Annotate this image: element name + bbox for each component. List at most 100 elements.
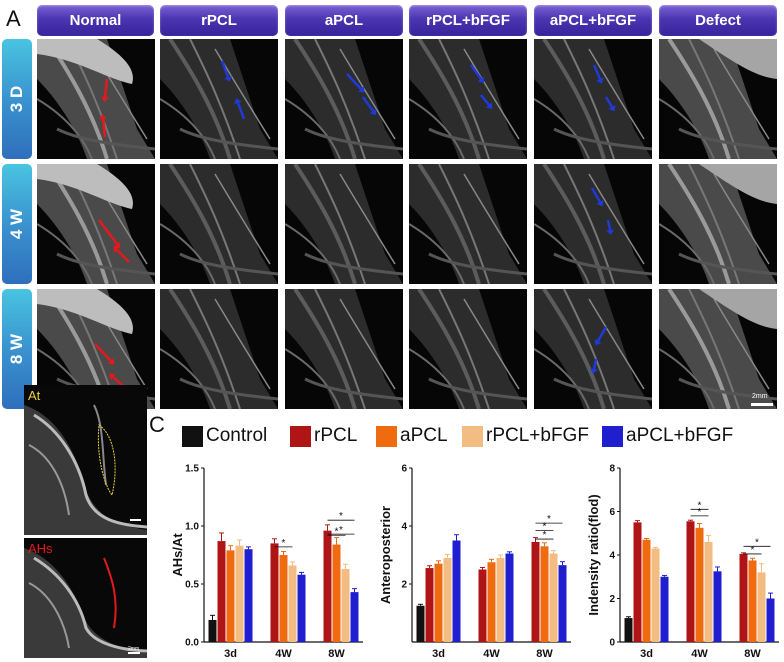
tissue-shape bbox=[409, 98, 465, 159]
tissue-shape bbox=[37, 39, 133, 84]
bar bbox=[332, 544, 341, 642]
arrowhead-icon bbox=[113, 246, 120, 253]
x-tick-label: 4W bbox=[483, 648, 500, 660]
tissue-shape bbox=[160, 223, 216, 284]
row-label: 3 D bbox=[7, 85, 26, 113]
tissue-shape bbox=[214, 48, 271, 140]
tendon-mri-image bbox=[534, 289, 652, 409]
mri-image bbox=[659, 39, 777, 159]
panel-letter-a: A bbox=[6, 6, 21, 31]
panel-letter-c: C bbox=[149, 412, 165, 437]
arrowhead-icon bbox=[606, 229, 614, 235]
arrow-icon bbox=[112, 376, 124, 387]
arrow-icon bbox=[592, 64, 602, 80]
tissue-shape bbox=[314, 164, 366, 284]
tissue-shape bbox=[588, 48, 645, 140]
tissue-shape bbox=[56, 252, 155, 276]
scalebar-b-label: 2mm bbox=[128, 646, 140, 652]
legend-label: rPCL bbox=[314, 425, 358, 446]
mri-image bbox=[659, 289, 777, 409]
tissue-shape bbox=[37, 223, 93, 284]
tissue-shape bbox=[713, 173, 770, 265]
tissue-shape bbox=[304, 127, 403, 151]
tissue-shape bbox=[699, 39, 777, 79]
tissue-shape bbox=[339, 173, 396, 265]
tissue-shape bbox=[438, 289, 490, 409]
arrowhead-icon bbox=[477, 76, 485, 84]
tissue-shape bbox=[553, 377, 652, 401]
x-tick-label: 4W bbox=[691, 648, 708, 660]
tissue-shape bbox=[285, 98, 341, 159]
bar bbox=[217, 541, 226, 642]
scalebar-b-bottom bbox=[128, 652, 140, 654]
tissue-shape bbox=[314, 289, 366, 409]
y-tick-label: 4 bbox=[401, 522, 407, 533]
bar bbox=[695, 527, 704, 642]
legend-swatch bbox=[602, 425, 623, 447]
arrow-icon bbox=[103, 78, 109, 98]
bar bbox=[686, 521, 695, 642]
legend-swatch bbox=[462, 425, 483, 447]
tendon-mri-image bbox=[285, 164, 403, 284]
arrowhead-icon bbox=[485, 102, 493, 109]
y-tick-label: 8 bbox=[609, 464, 615, 475]
significance-star: * bbox=[335, 526, 339, 537]
row-header-3d: 3 D bbox=[2, 39, 32, 159]
tissue-shape bbox=[285, 348, 341, 409]
mri-image bbox=[534, 164, 652, 284]
tissue-shape bbox=[659, 223, 715, 284]
arrowhead-icon bbox=[596, 77, 604, 84]
legend-item-rpcl-bfgf: rPCL+bFGF bbox=[462, 421, 589, 451]
mri-image bbox=[285, 289, 403, 409]
significance-star: * bbox=[755, 537, 759, 548]
at-label: At bbox=[28, 388, 41, 403]
column-header-defect: Defect bbox=[659, 5, 777, 36]
arrowhead-icon bbox=[99, 114, 107, 120]
legend-label: aPCL+bFGF bbox=[626, 425, 734, 446]
tissue-shape bbox=[160, 98, 216, 159]
bar bbox=[487, 562, 496, 642]
arrowhead-icon bbox=[369, 108, 377, 116]
arrow-icon bbox=[469, 64, 483, 80]
arrow-icon bbox=[94, 343, 112, 362]
legend-label: Control bbox=[206, 425, 268, 446]
tissue-shape bbox=[553, 252, 652, 276]
tendon-mri-image bbox=[659, 289, 777, 409]
tissue-shape bbox=[659, 348, 715, 409]
tendon-mri-image bbox=[37, 164, 155, 284]
mri-image bbox=[285, 164, 403, 284]
arrow-icon bbox=[98, 219, 118, 245]
significance-star: * bbox=[282, 538, 286, 549]
y-tick-label: 6 bbox=[609, 507, 615, 518]
arrowhead-icon bbox=[608, 104, 616, 112]
bar bbox=[642, 539, 651, 642]
bar bbox=[452, 540, 461, 642]
significance-star: * bbox=[751, 545, 755, 556]
column-label: aPCL bbox=[324, 12, 364, 29]
column-label: Normal bbox=[69, 12, 122, 29]
legend-item-control: Control bbox=[182, 421, 267, 451]
bar bbox=[505, 553, 514, 642]
tendon-mri-image bbox=[659, 164, 777, 284]
tendon-mri-image bbox=[409, 164, 527, 284]
bar bbox=[478, 569, 487, 642]
legend-item-apcl-bfgf: aPCL+bFGF bbox=[602, 421, 733, 451]
legend-swatch bbox=[290, 425, 311, 447]
mri-image bbox=[285, 39, 403, 159]
arrow-icon bbox=[606, 219, 612, 231]
legend-label: rPCL+bFGF bbox=[486, 425, 589, 446]
legend-label: aPCL bbox=[400, 425, 448, 446]
significance-star: * bbox=[339, 525, 343, 536]
arrow-icon bbox=[604, 96, 614, 108]
tendon-mri-image bbox=[285, 39, 403, 159]
tissue-shape bbox=[37, 98, 93, 159]
tissue-shape bbox=[678, 252, 777, 276]
tissue-shape bbox=[438, 39, 490, 159]
column-header-rpcl-bfgf: rPCL+bFGF bbox=[409, 5, 527, 36]
y-tick-label: 0 bbox=[609, 638, 615, 649]
column-header-rpcl: rPCL bbox=[160, 5, 278, 36]
tissue-shape bbox=[463, 298, 520, 390]
column-label: rPCL bbox=[201, 12, 237, 29]
